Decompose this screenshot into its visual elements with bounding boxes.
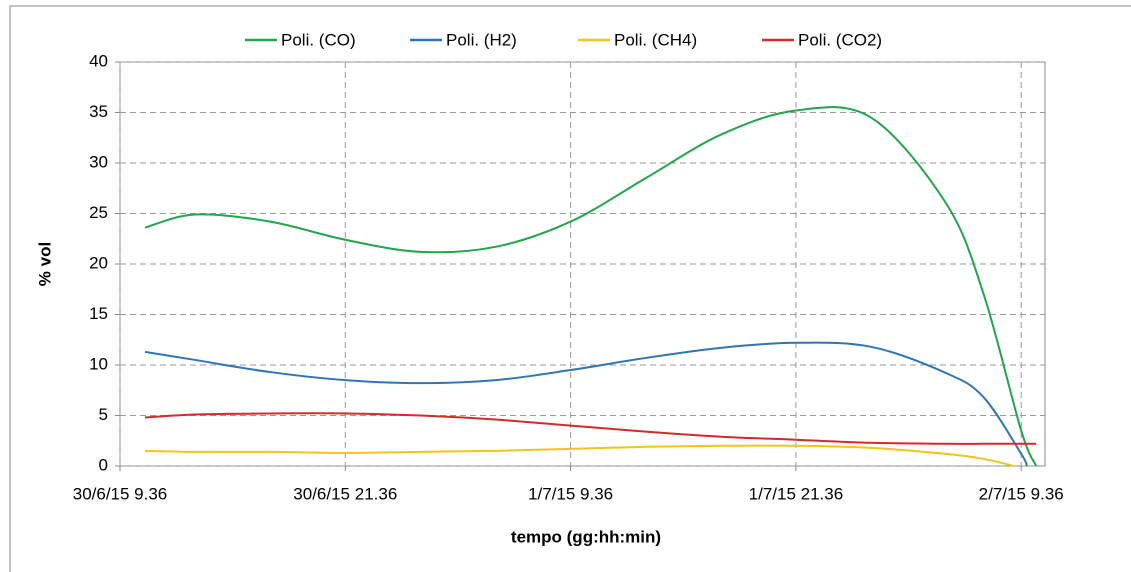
y-tick-label: 5 <box>99 405 108 424</box>
legend-label: Poli. (H2) <box>446 30 517 49</box>
legend-label: Poli. (CH4) <box>614 30 697 49</box>
x-tick-label: 1/7/15 21.36 <box>749 484 844 503</box>
x-tick-label: 1/7/15 9.36 <box>528 484 613 503</box>
legend-label: Poli. (CO) <box>281 30 356 49</box>
chart-frame <box>9 5 1131 572</box>
y-tick-label: 30 <box>89 152 108 171</box>
x-axis-label: tempo (gg:hh:min) <box>511 527 661 546</box>
line-series <box>144 341 1028 467</box>
line-series <box>144 412 1037 445</box>
y-tick-label: 35 <box>89 102 108 121</box>
x-tick-label: 2/7/15 9.36 <box>979 484 1064 503</box>
y-axis-label: % vol <box>35 242 54 286</box>
y-tick-label: 25 <box>89 203 108 222</box>
y-tick-label: 0 <box>99 455 108 474</box>
y-tick-label: 15 <box>89 304 108 323</box>
y-tick-label: 10 <box>89 354 108 373</box>
line-series <box>145 444 1014 467</box>
x-tick-label: 30/6/15 9.36 <box>73 484 168 503</box>
y-tick-label: 20 <box>89 253 108 272</box>
x-tick-label: 30/6/15 21.36 <box>293 484 397 503</box>
legend-label: Poli. (CO2) <box>798 30 882 49</box>
line-series <box>144 106 1038 467</box>
y-tick-label: 40 <box>89 51 108 70</box>
